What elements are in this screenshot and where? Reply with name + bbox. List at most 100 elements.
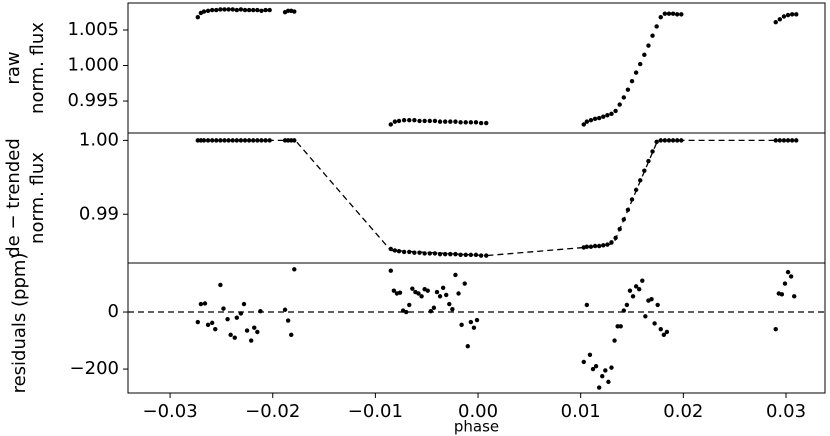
data-point bbox=[226, 7, 231, 12]
data-point bbox=[618, 324, 623, 329]
data-point bbox=[396, 118, 402, 124]
data-point bbox=[463, 120, 468, 125]
data-point bbox=[255, 138, 260, 143]
data-point bbox=[432, 251, 438, 256]
data-point bbox=[615, 324, 620, 329]
data-point bbox=[603, 368, 608, 373]
data-point bbox=[417, 118, 422, 124]
data-point bbox=[463, 252, 468, 258]
data-point bbox=[403, 309, 409, 315]
data-point bbox=[434, 289, 440, 295]
data-point bbox=[222, 7, 227, 12]
data-point bbox=[584, 244, 590, 249]
data-point bbox=[292, 267, 297, 272]
data-point bbox=[218, 282, 223, 288]
data-point bbox=[388, 122, 393, 127]
data-point bbox=[201, 9, 207, 14]
model-line bbox=[197, 139, 797, 257]
data-point bbox=[655, 302, 660, 308]
data-point bbox=[662, 138, 668, 143]
data-point bbox=[670, 11, 676, 16]
data-point bbox=[629, 78, 635, 84]
data-point bbox=[612, 338, 617, 343]
data-point bbox=[633, 70, 639, 75]
data-point bbox=[195, 319, 201, 325]
data-point bbox=[222, 138, 227, 143]
data-point bbox=[410, 286, 415, 291]
data-point bbox=[781, 14, 787, 19]
data-point bbox=[255, 329, 260, 335]
data-point bbox=[646, 43, 651, 48]
data-point bbox=[773, 19, 778, 25]
data-point bbox=[621, 95, 627, 100]
panel-frame bbox=[127, 132, 826, 264]
data-point bbox=[401, 249, 407, 255]
data-point bbox=[218, 7, 223, 12]
data-point bbox=[625, 87, 631, 92]
data-point bbox=[447, 301, 452, 307]
data-point bbox=[473, 120, 479, 125]
data-point bbox=[221, 306, 226, 311]
data-point bbox=[195, 15, 201, 20]
data-point bbox=[412, 118, 417, 123]
data-point bbox=[650, 149, 655, 154]
data-point bbox=[453, 272, 458, 278]
data-point bbox=[425, 288, 430, 293]
data-point bbox=[416, 291, 421, 296]
data-point bbox=[779, 292, 785, 297]
data-point bbox=[230, 7, 235, 12]
data-point bbox=[646, 158, 651, 164]
x-tick-label: −0.03 bbox=[143, 401, 198, 422]
y-axis-label: residuals (ppm) bbox=[9, 253, 30, 394]
data-point bbox=[633, 284, 639, 289]
data-point bbox=[292, 138, 297, 143]
data-point bbox=[649, 297, 654, 302]
data-point bbox=[584, 119, 590, 124]
y-tick-label: 1.00 bbox=[79, 129, 119, 150]
data-point bbox=[468, 319, 474, 325]
x-axis-label: phase bbox=[454, 418, 499, 436]
data-point bbox=[588, 118, 594, 123]
data-point bbox=[248, 338, 254, 343]
y-tick-label: 1.000 bbox=[67, 55, 119, 76]
data-point bbox=[773, 326, 778, 332]
data-point bbox=[234, 7, 240, 13]
data-point bbox=[263, 7, 268, 13]
data-point bbox=[267, 7, 272, 13]
data-point bbox=[658, 15, 663, 20]
data-point bbox=[407, 302, 412, 308]
data-point bbox=[392, 119, 398, 124]
data-point bbox=[285, 318, 291, 323]
data-point bbox=[777, 17, 783, 22]
data-point bbox=[642, 168, 647, 173]
data-point bbox=[654, 139, 659, 145]
y-axis-label: norm. flux bbox=[27, 22, 48, 114]
data-point bbox=[214, 7, 219, 13]
y-tick-label: 0 bbox=[108, 301, 119, 322]
x-tick-label: 0.03 bbox=[766, 401, 806, 422]
data-point bbox=[468, 120, 474, 125]
data-point bbox=[484, 120, 489, 126]
data-point bbox=[592, 116, 598, 121]
data-point bbox=[246, 7, 252, 13]
data-point bbox=[442, 119, 448, 124]
data-point bbox=[251, 7, 256, 13]
data-point bbox=[785, 138, 791, 143]
data-point bbox=[214, 138, 219, 143]
data-point bbox=[258, 308, 263, 314]
data-point bbox=[601, 243, 606, 248]
data-point bbox=[453, 119, 458, 124]
data-point bbox=[201, 138, 207, 143]
data-point bbox=[263, 138, 268, 143]
data-point bbox=[401, 118, 407, 123]
data-point bbox=[624, 302, 630, 308]
data-point bbox=[209, 320, 215, 326]
data-point bbox=[596, 115, 602, 121]
data-point bbox=[432, 118, 438, 124]
data-point bbox=[658, 326, 663, 332]
data-point bbox=[450, 306, 455, 312]
data-point bbox=[241, 301, 247, 307]
x-tick-label: 0.00 bbox=[458, 401, 498, 422]
data-point bbox=[225, 316, 230, 322]
